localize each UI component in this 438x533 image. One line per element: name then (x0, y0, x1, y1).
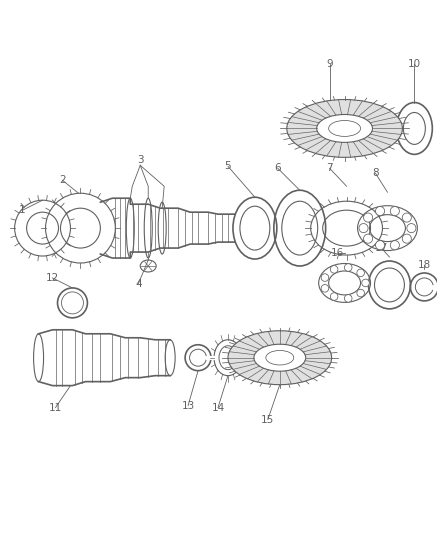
Text: 2: 2 (59, 175, 66, 185)
Text: 9: 9 (326, 59, 333, 69)
Ellipse shape (357, 269, 364, 277)
Ellipse shape (364, 213, 373, 222)
Ellipse shape (321, 285, 328, 292)
Ellipse shape (390, 206, 399, 216)
Text: 18: 18 (418, 260, 431, 270)
Ellipse shape (344, 264, 352, 271)
Ellipse shape (357, 289, 364, 297)
Ellipse shape (254, 344, 306, 371)
Ellipse shape (375, 240, 385, 250)
Ellipse shape (287, 100, 403, 157)
Text: 4: 4 (135, 279, 141, 289)
Text: 8: 8 (372, 168, 379, 179)
Ellipse shape (330, 265, 338, 273)
Ellipse shape (402, 213, 411, 222)
Text: 3: 3 (137, 155, 144, 165)
Ellipse shape (359, 223, 368, 233)
Ellipse shape (330, 293, 338, 300)
Text: 13: 13 (181, 401, 195, 410)
Text: 17: 17 (375, 243, 388, 253)
Text: 14: 14 (212, 402, 225, 413)
Ellipse shape (321, 274, 328, 281)
Ellipse shape (344, 295, 352, 302)
Ellipse shape (317, 115, 372, 142)
Text: 16: 16 (331, 248, 344, 258)
Ellipse shape (407, 223, 416, 233)
Text: 10: 10 (408, 59, 421, 69)
Text: 6: 6 (275, 163, 281, 173)
Ellipse shape (390, 240, 399, 250)
Ellipse shape (362, 279, 369, 287)
Ellipse shape (402, 234, 411, 243)
Text: 7: 7 (326, 163, 333, 173)
Ellipse shape (364, 234, 373, 243)
Text: 11: 11 (49, 402, 62, 413)
Text: 5: 5 (225, 161, 231, 171)
Text: 12: 12 (46, 273, 59, 283)
Text: 15: 15 (261, 415, 275, 424)
Ellipse shape (228, 331, 332, 385)
Ellipse shape (375, 206, 385, 216)
Text: 1: 1 (19, 205, 26, 215)
